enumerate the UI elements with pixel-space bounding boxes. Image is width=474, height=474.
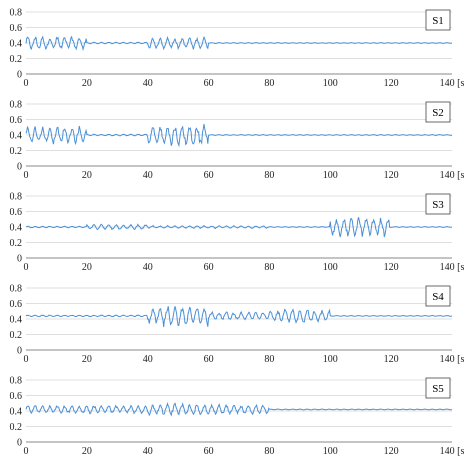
y-tick-label: 0.4 bbox=[10, 407, 23, 418]
y-tick-label: 0 bbox=[17, 70, 22, 81]
x-tick-label: 120 bbox=[384, 170, 399, 181]
y-tick-label: 0.6 bbox=[10, 23, 23, 34]
panel-s3: 0 0.2 0.4 0.6 0.8 0 20 40 60 80 100 120 140 [s S3 bbox=[10, 192, 465, 274]
x-tick-label: 140 [s bbox=[440, 354, 465, 365]
x-tick-label: 80 bbox=[264, 170, 274, 181]
x-tick-label: 40 bbox=[143, 78, 153, 89]
y-tick-label: 0.4 bbox=[10, 315, 23, 326]
y-tick-label: 0.4 bbox=[10, 39, 23, 50]
series-line-s5 bbox=[25, 401, 453, 417]
x-tick-label: 100 bbox=[323, 446, 338, 457]
x-tick-label: 140 [s bbox=[440, 78, 465, 89]
y-tick-label: 0.8 bbox=[10, 376, 23, 387]
panel-s5: 0 0.2 0.4 0.6 0.8 0 20 40 60 80 100 120 140 [s S5 bbox=[10, 376, 465, 458]
x-tick-label: 20 bbox=[82, 262, 92, 273]
x-tick-label: 0 bbox=[24, 354, 29, 365]
x-tick-label: 100 bbox=[323, 170, 338, 181]
panel-label: S1 bbox=[432, 15, 444, 27]
y-tick-label: 0.8 bbox=[10, 100, 23, 111]
x-tick-label: 0 bbox=[24, 78, 29, 89]
y-tick-label: 0 bbox=[17, 162, 22, 173]
x-tick-label: 100 bbox=[323, 354, 338, 365]
x-tick-label: 120 bbox=[384, 262, 399, 273]
y-tick-label: 0 bbox=[17, 346, 22, 357]
y-tick-label: 0.6 bbox=[10, 299, 23, 310]
series-line-s2 bbox=[25, 124, 453, 148]
y-tick-label: 0 bbox=[17, 254, 22, 265]
x-tick-label: 40 bbox=[143, 446, 153, 457]
x-tick-label: 0 bbox=[24, 262, 29, 273]
x-tick-label: 60 bbox=[204, 446, 214, 457]
x-tick-label: 80 bbox=[264, 354, 274, 365]
x-tick-label: 140 [s bbox=[440, 262, 465, 273]
x-tick-label: 60 bbox=[204, 170, 214, 181]
x-tick-label: 100 bbox=[323, 262, 338, 273]
panel-s4: 0 0.2 0.4 0.6 0.8 0 20 40 60 80 100 120 140 [s S4 bbox=[10, 284, 465, 366]
panel-label-box bbox=[425, 285, 451, 307]
x-tick-label: 0 bbox=[24, 170, 29, 181]
panel-label: S2 bbox=[432, 107, 444, 119]
x-tick-label: 120 bbox=[384, 354, 399, 365]
x-tick-label: 40 bbox=[143, 354, 153, 365]
panel-s2: 0 0.2 0.4 0.6 0.8 0 20 40 60 80 100 120 140 [s S2 bbox=[10, 100, 465, 182]
y-tick-label: 0.6 bbox=[10, 207, 23, 218]
x-tick-label: 80 bbox=[264, 262, 274, 273]
y-tick-label: 0.2 bbox=[10, 146, 23, 157]
panel-label-box bbox=[425, 101, 451, 123]
y-tick-label: 0.6 bbox=[10, 115, 23, 126]
panel-label-box bbox=[425, 193, 451, 215]
y-tick-label: 0.6 bbox=[10, 391, 23, 402]
panel-label: S4 bbox=[432, 291, 444, 303]
x-tick-label: 40 bbox=[143, 262, 153, 273]
x-tick-label: 140 [s bbox=[440, 170, 465, 181]
y-tick-label: 0.2 bbox=[10, 238, 23, 249]
y-tick-label: 0.8 bbox=[10, 192, 23, 203]
x-tick-label: 80 bbox=[264, 78, 274, 89]
x-tick-label: 0 bbox=[24, 446, 29, 457]
y-tick-label: 0.2 bbox=[10, 422, 23, 433]
panel-label-box bbox=[425, 9, 451, 31]
y-tick-label: 0.2 bbox=[10, 54, 23, 65]
panel-s1: 0 0.2 0.4 0.6 0.8 0 20 40 60 80 100 120 140 [s S1 bbox=[10, 8, 465, 90]
panel-label-box bbox=[425, 377, 451, 399]
y-tick-label: 0.8 bbox=[10, 8, 23, 19]
y-tick-label: 0.4 bbox=[10, 223, 23, 234]
x-tick-label: 60 bbox=[204, 354, 214, 365]
x-tick-label: 100 bbox=[323, 78, 338, 89]
y-tick-label: 0.4 bbox=[10, 131, 23, 142]
series-line-s1 bbox=[25, 35, 453, 52]
y-tick-label: 0 bbox=[17, 438, 22, 449]
x-tick-label: 60 bbox=[204, 78, 214, 89]
x-tick-label: 20 bbox=[82, 354, 92, 365]
series-line-s4 bbox=[25, 306, 453, 327]
x-tick-label: 140 [s bbox=[440, 446, 465, 457]
x-tick-label: 60 bbox=[204, 262, 214, 273]
x-tick-label: 20 bbox=[82, 446, 92, 457]
series-line-s3 bbox=[25, 217, 453, 238]
x-tick-label: 40 bbox=[143, 170, 153, 181]
x-tick-label: 120 bbox=[384, 446, 399, 457]
x-tick-label: 20 bbox=[82, 78, 92, 89]
x-tick-label: 120 bbox=[384, 78, 399, 89]
panel-label: S3 bbox=[432, 199, 444, 211]
y-tick-label: 0.2 bbox=[10, 330, 23, 341]
x-tick-label: 80 bbox=[264, 446, 274, 457]
x-tick-label: 20 bbox=[82, 170, 92, 181]
panel-label: S5 bbox=[432, 383, 444, 395]
y-tick-label: 0.8 bbox=[10, 284, 23, 295]
